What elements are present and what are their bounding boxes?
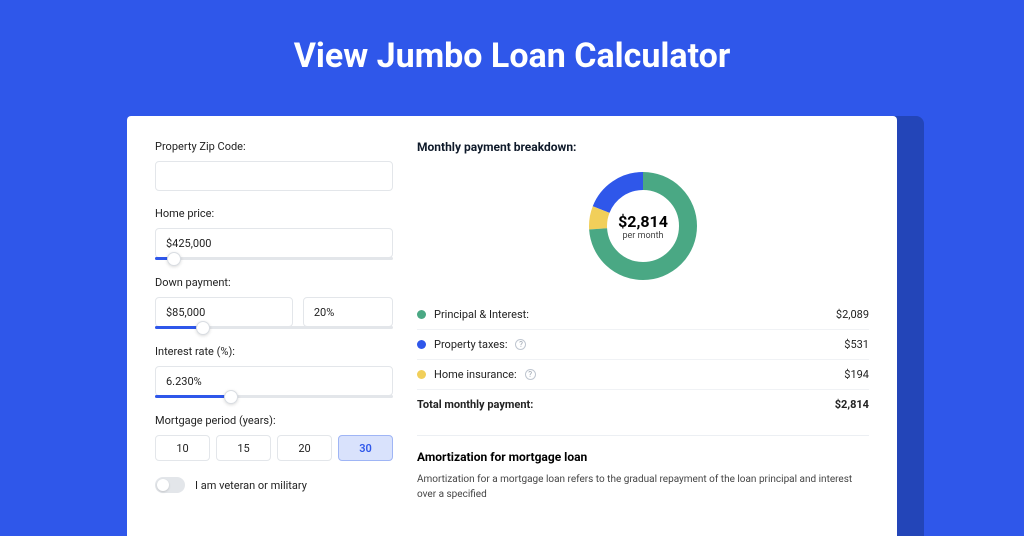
down-payment-amount-input[interactable] [155,297,293,327]
zip-field: Property Zip Code: [155,140,393,191]
slider-thumb[interactable] [196,321,210,335]
period-option-20[interactable]: 20 [277,435,332,461]
legend-value: $2,089 [836,308,869,321]
period-option-15[interactable]: 15 [216,435,271,461]
total-row: Total monthly payment: $2,814 [417,389,869,419]
interest-rate-input[interactable] [155,366,393,396]
mortgage-period-options: 10152030 [155,435,393,461]
slider-fill [155,395,231,398]
donut-center: $2,814 per month [583,166,703,286]
calculator-card-wrap: Property Zip Code: Home price: Down paym… [114,116,910,536]
legend-value: $194 [844,368,869,381]
legend-row: Home insurance:? $194 [417,359,869,389]
page-title: View Jumbo Loan Calculator [0,0,1024,102]
donut-amount: $2,814 [618,212,668,231]
total-value: $2,814 [835,398,869,411]
legend-label: Home insurance: [434,368,517,381]
info-icon[interactable]: ? [525,369,536,380]
veteran-label: I am veteran or military [195,479,307,492]
down-payment-percent-input[interactable] [303,297,393,327]
mortgage-period-field: Mortgage period (years): 10152030 [155,414,393,461]
amortization-title: Amortization for mortgage loan [417,450,869,464]
home-price-field: Home price: [155,207,393,260]
legend-dot [417,340,426,349]
down-payment-field: Down payment: [155,276,393,329]
breakdown-legend: Principal & Interest: $2,089 Property taxe… [417,300,869,389]
veteran-toggle[interactable] [155,477,185,493]
interest-rate-field: Interest rate (%): [155,345,393,398]
legend-value: $531 [844,338,869,351]
payment-donut-chart: $2,814 per month [583,166,703,286]
total-label: Total monthly payment: [417,398,533,411]
legend-row: Principal & Interest: $2,089 [417,300,869,329]
home-price-slider[interactable] [155,257,393,260]
breakdown-panel: Monthly payment breakdown: $2,814 per mo… [417,140,869,512]
donut-wrap: $2,814 per month [417,166,869,286]
donut-sub: per month [622,231,663,241]
down-payment-label: Down payment: [155,276,393,289]
interest-rate-slider[interactable] [155,395,393,398]
legend-row: Property taxes:? $531 [417,329,869,359]
zip-input[interactable] [155,161,393,191]
zip-label: Property Zip Code: [155,140,393,153]
period-option-10[interactable]: 10 [155,435,210,461]
mortgage-period-label: Mortgage period (years): [155,414,393,427]
amortization-section: Amortization for mortgage loan Amortizat… [417,435,869,502]
veteran-row: I am veteran or military [155,477,393,493]
home-price-input[interactable] [155,228,393,258]
inputs-panel: Property Zip Code: Home price: Down paym… [155,140,393,512]
amortization-body: Amortization for a mortgage loan refers … [417,472,869,502]
legend-label: Principal & Interest: [434,308,529,321]
legend-label: Property taxes: [434,338,507,351]
breakdown-title: Monthly payment breakdown: [417,140,869,154]
calculator-card: Property Zip Code: Home price: Down paym… [127,116,897,536]
home-price-label: Home price: [155,207,393,220]
legend-dot [417,310,426,319]
toggle-knob [157,479,169,491]
legend-dot [417,370,426,379]
down-payment-slider[interactable] [155,326,393,329]
slider-thumb[interactable] [167,252,181,266]
info-icon[interactable]: ? [515,339,526,350]
period-option-30[interactable]: 30 [338,435,393,461]
slider-thumb[interactable] [224,390,238,404]
interest-rate-label: Interest rate (%): [155,345,393,358]
